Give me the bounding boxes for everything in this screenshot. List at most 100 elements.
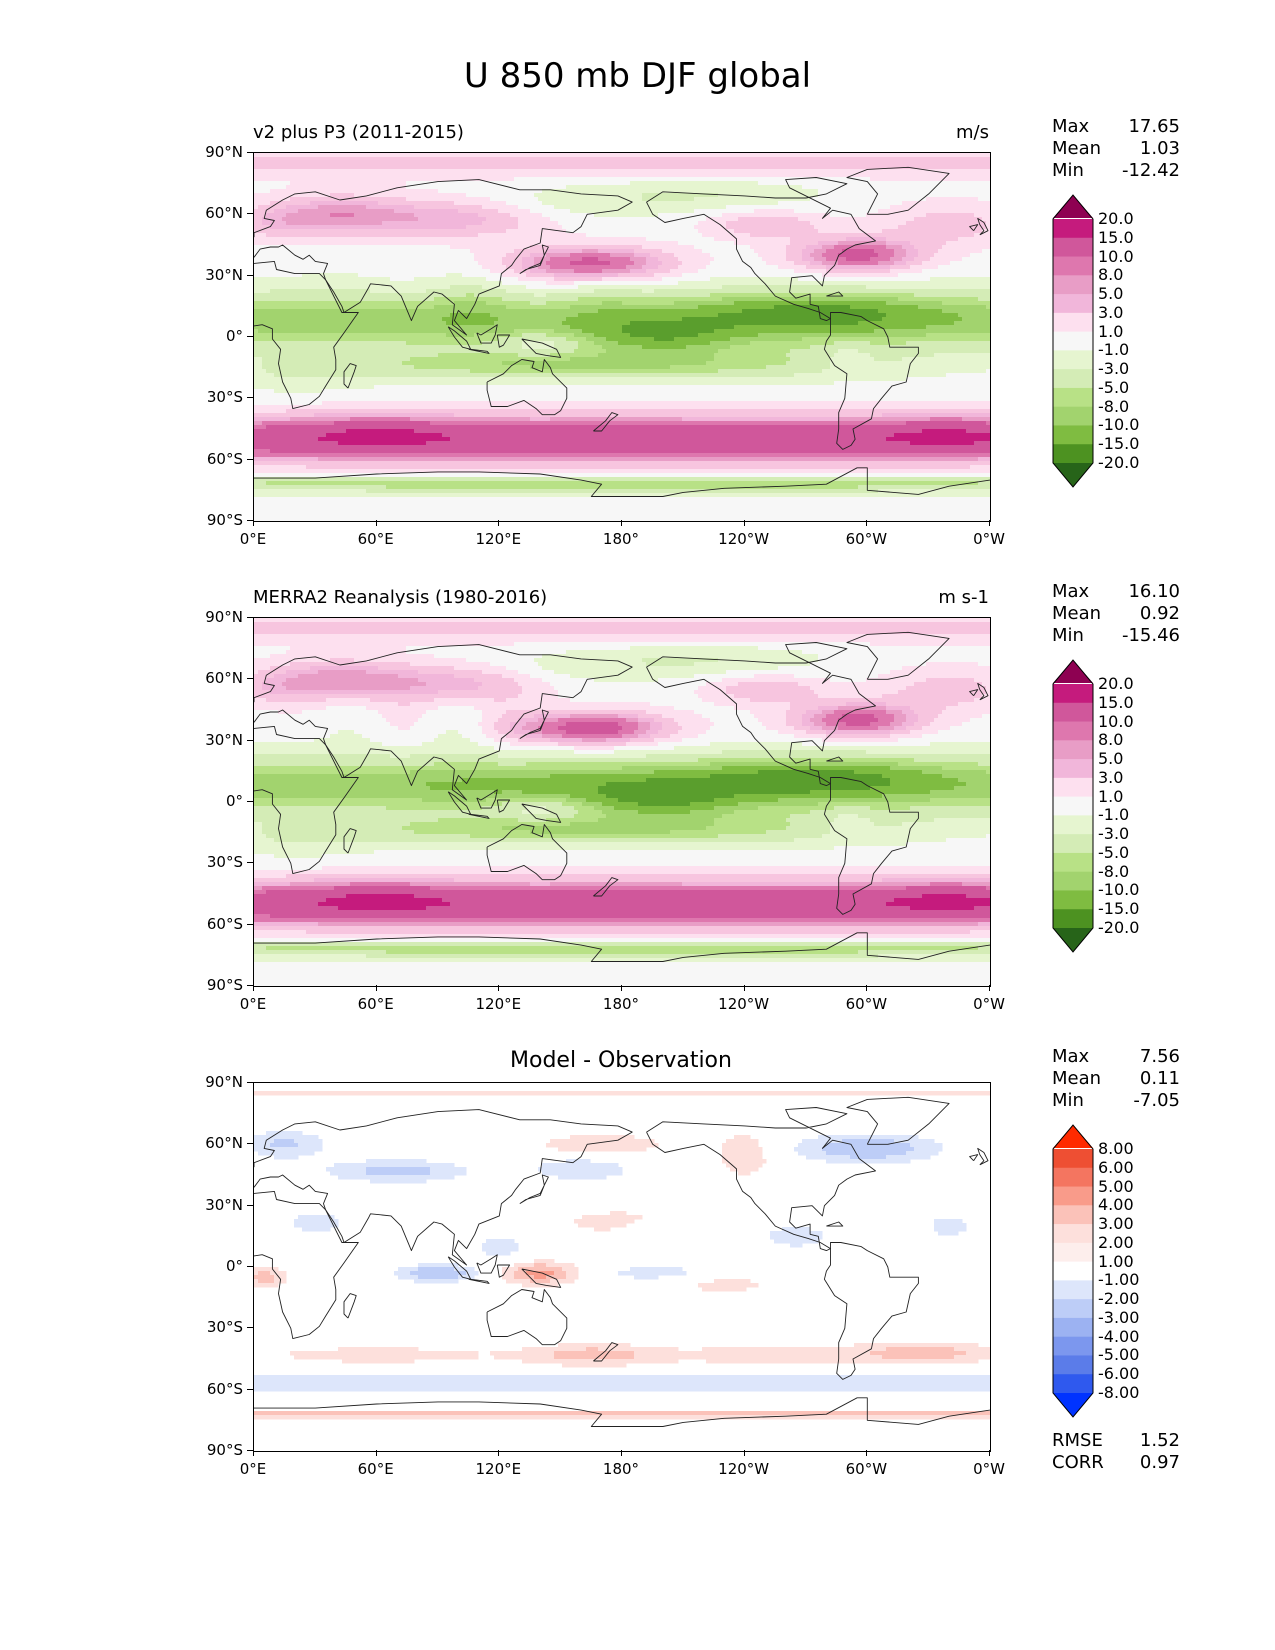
panel-1-coastline-17	[969, 224, 979, 232]
panel-2-ytick-3: 0°	[183, 792, 243, 810]
panel-3-ytick-1: 60°N	[183, 1134, 243, 1152]
panel-3-colorbar-label-5: 2.00	[1098, 1234, 1134, 1251]
panel-1-colorbar-label-12: -15.0	[1098, 436, 1139, 452]
panel-3-stat-label: RMSE	[1052, 1430, 1103, 1452]
panel-3-stat-value: 0.97	[1140, 1452, 1180, 1474]
panel-3-coastline-3	[343, 1293, 357, 1319]
panel-3-ytick-mark-6	[247, 1450, 253, 1451]
panel-3-colorbar-band-8	[1053, 1280, 1093, 1300]
panel-1-colorbar-bottom-extend	[1053, 463, 1093, 487]
panel-2-stat-label: Max	[1052, 581, 1089, 603]
panel-2-stat-value: 16.10	[1128, 581, 1180, 603]
panel-2-colorbar-label-13: -20.0	[1098, 920, 1139, 936]
panel-2-colorbar-label-4: 5.0	[1098, 751, 1123, 767]
panel-3-stat-value: 1.52	[1140, 1430, 1180, 1452]
panel-2-ytick-1: 60°N	[183, 669, 243, 687]
panel-2-title: MERRA2 Reanalysis (1980-2016)	[253, 587, 547, 608]
panel-1-colorbar-band-7	[1053, 331, 1093, 351]
panel-3-ytick-3: 0°	[183, 1257, 243, 1275]
panel-3-colorbar-band-3	[1053, 1186, 1093, 1206]
panel-1-colorbar-band-6	[1053, 312, 1093, 333]
panel-3-stat-corr: CORR 0.97	[1052, 1452, 1180, 1474]
panel-2-xtick-0: 0°E	[218, 995, 288, 1013]
panel-3-coastline-10	[519, 1174, 549, 1204]
panel-3-ytick-mark-4	[247, 1327, 253, 1329]
panel-2-coastline-14	[846, 631, 950, 680]
panel-3-colorbar-label-3: 4.00	[1098, 1197, 1134, 1213]
panel-2-ytick-mark-2	[247, 739, 253, 741]
panel-3-stat-label: Mean	[1052, 1068, 1101, 1090]
panel-2-coastline-15	[826, 756, 844, 762]
panel-2-colorbar-band-1	[1053, 684, 1093, 704]
panel-3-xtick-mark-2	[498, 1450, 500, 1456]
panel-1-ytick-mark-1	[247, 213, 253, 215]
panel-1-coastline-3	[343, 363, 357, 389]
panel-2-xtick-2: 120°E	[463, 995, 533, 1013]
panel-3-map	[253, 1082, 991, 1452]
panel-2-coastline-6	[468, 813, 490, 819]
panel-3-ytick-mark-5	[247, 1388, 253, 1390]
panel-3-field	[254, 1091, 990, 1420]
panel-3-coastline-9	[521, 1268, 562, 1288]
panel-3-map-svg	[254, 1091, 990, 1427]
panel-2-xtick-mark-6	[989, 985, 990, 991]
panel-1-coastline-4	[486, 359, 568, 416]
panel-3-ytick-mark-1	[247, 1143, 253, 1145]
panel-1-colorbar-label-5: 3.0	[1098, 304, 1123, 321]
panel-3-ytick-mark-0	[247, 1082, 253, 1083]
panel-3-colorbar-band-4	[1053, 1205, 1093, 1225]
panel-3-colorbar-label-1: 6.00	[1098, 1159, 1134, 1176]
panel-3-coastline-17	[969, 1154, 979, 1162]
panel-1-xtick-mark-3	[621, 520, 622, 526]
panel-3-stat-mean: Mean 0.11	[1052, 1068, 1180, 1090]
panel-2-xtick-mark-1	[375, 985, 377, 991]
panel-2-colorbar-label-7: -1.0	[1098, 807, 1129, 823]
panel-3-stat-label: Max	[1052, 1046, 1089, 1068]
panel-3-ytick-5: 60°S	[183, 1380, 243, 1398]
panel-3-colorbar-bottom-extend	[1053, 1393, 1093, 1417]
panel-2-coastline-12	[646, 642, 876, 787]
panel-1-colorbar-label-4: 5.0	[1098, 286, 1123, 302]
panel-3-colorbar-label-0: 8.00	[1098, 1141, 1134, 1157]
panel-2-map	[253, 617, 991, 987]
panel-2-stat-mean: Mean 0.92	[1052, 603, 1180, 625]
panel-2-xtick-mark-5	[866, 985, 868, 991]
panel-2-map-svg	[254, 618, 990, 986]
panel-1-stat-label: Min	[1052, 160, 1084, 182]
panel-1-colorbar-label-1: 15.0	[1098, 229, 1134, 246]
panel-3-coastline-12	[646, 1107, 876, 1252]
panel-1-colorbar-band-1	[1053, 219, 1093, 239]
panel-3-ytick-6: 90°S	[183, 1441, 243, 1459]
panel-3-colorbar-label-9: -3.00	[1098, 1309, 1139, 1326]
panel-2-ytick-0: 90°N	[183, 608, 243, 626]
panel-2-colorbar-band-4	[1053, 740, 1093, 760]
panel-3-coastline-15	[826, 1221, 844, 1227]
panel-3-stat-value: 7.56	[1140, 1046, 1180, 1068]
panel-1-xtick-1: 60°E	[341, 530, 411, 548]
figure-title: U 850 mb DJF global	[0, 56, 1275, 96]
panel-2-coastline-8	[496, 799, 511, 813]
panel-2-stats: Max 16.10 Mean 0.92 Min -15.46	[1052, 581, 1180, 647]
panel-1-xtick-3: 180°	[586, 530, 656, 548]
panel-3-stat-label: Min	[1052, 1090, 1084, 1112]
panel-3-colorbar-band-6	[1053, 1242, 1093, 1263]
panel-2-stat-label: Min	[1052, 625, 1084, 647]
panel-1-colorbar-band-9	[1053, 369, 1093, 389]
panel-1-xtick-mark-1	[375, 520, 377, 526]
panel-1-ytick-5: 60°S	[183, 450, 243, 468]
panel-3-ytick-mark-3	[247, 1266, 253, 1267]
panel-3-ytick-0: 90°N	[183, 1073, 243, 1091]
panel-2-colorbar-band-12	[1053, 890, 1093, 910]
panel-1-ytick-mark-6	[247, 520, 253, 521]
panel-2-colorbar-label-1: 15.0	[1098, 694, 1134, 711]
panel-2-colorbar-label-8: -3.0	[1098, 826, 1129, 842]
panel-2-colorbar-band-13	[1053, 909, 1093, 929]
panel-3-colorbar-label-7: -1.00	[1098, 1272, 1139, 1288]
panel-1-field	[254, 153, 990, 521]
panel-2-coastline-0	[254, 644, 633, 801]
panel-2-colorbar-bottom-extend	[1053, 928, 1093, 952]
panel-1-ytick-mark-2	[247, 274, 253, 276]
panel-2-coastline-11	[593, 877, 619, 897]
panel-1-colorbar-svg	[1052, 194, 1094, 488]
panel-1-coastline-8	[496, 334, 511, 348]
